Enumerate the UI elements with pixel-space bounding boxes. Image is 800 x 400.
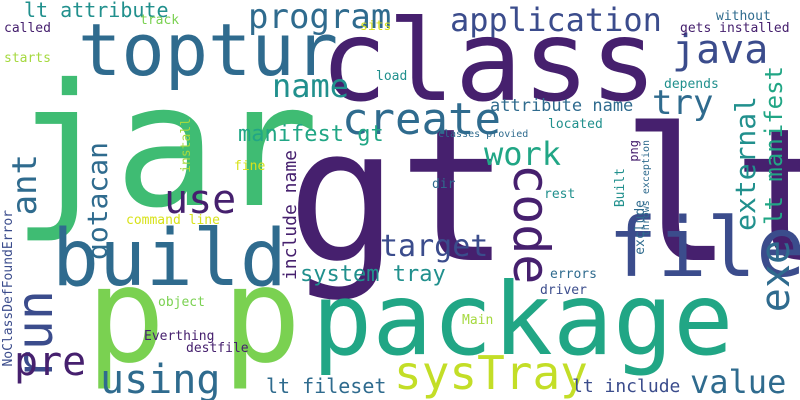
word-file: file <box>608 201 800 296</box>
word-errors: errors <box>550 267 597 282</box>
word-located: located <box>548 117 603 132</box>
word-main: Main <box>462 313 494 328</box>
word-include-name: include name <box>280 150 301 281</box>
word-value: value <box>690 363 787 400</box>
word-classes-provied: classes provied <box>438 129 529 140</box>
word-driver: driver <box>540 283 587 298</box>
word-without: without <box>716 9 771 24</box>
word-exe: exe <box>753 240 799 313</box>
word-build: build <box>52 214 287 304</box>
word-starts: starts <box>4 51 51 66</box>
word-exclude: exclude <box>633 200 648 255</box>
word-application: application <box>450 1 662 39</box>
word-manifest-gt: manifest gt <box>238 122 384 147</box>
word-lt-manifest: lt manifest <box>760 66 788 225</box>
word-p-right: p <box>222 239 302 393</box>
word-lt-attribute: lt attribute <box>24 0 169 22</box>
word-lt-fileset: lt fileset <box>266 374 387 398</box>
word-ant: ant <box>5 154 45 216</box>
word-gets-installed: gets installed <box>680 21 790 36</box>
word-try: try <box>652 83 714 123</box>
word-track: track <box>140 13 180 28</box>
word-p-left: p <box>86 239 166 393</box>
word-sits: sits <box>360 19 392 34</box>
word-called: called <box>4 21 51 36</box>
word-work: work <box>484 135 562 173</box>
word-gt-lt: gt lt <box>287 88 800 304</box>
word-built: Built <box>613 168 628 208</box>
word-rest: rest <box>544 187 576 202</box>
word-attribute-name: attribute name <box>490 96 634 116</box>
word-pre: pre <box>14 339 87 385</box>
word-fine: fine <box>234 159 266 174</box>
word-gotacan: gotacan <box>81 142 114 261</box>
word-class: class <box>320 0 658 127</box>
word-create: create <box>342 94 501 145</box>
word-java: java <box>672 27 769 73</box>
word-name: name <box>272 67 350 105</box>
word-systray: sysTray <box>394 346 588 400</box>
word-external: external <box>729 96 762 231</box>
word-code: code <box>502 164 560 285</box>
word-using: using <box>100 357 221 400</box>
word-install: install <box>179 118 194 173</box>
word-package: package <box>312 261 734 378</box>
word-command-line: command line <box>126 213 220 228</box>
word-topturn: toptur <box>78 8 339 92</box>
word-everthing: Everthing <box>144 329 215 344</box>
word-target: target <box>380 229 489 264</box>
word-object: object <box>158 295 205 310</box>
word-system-tray: system tray <box>300 262 446 287</box>
word-noclassdef: NoClassDefFoundError <box>1 210 16 367</box>
word-depends: depends <box>664 77 719 92</box>
word-png: png <box>627 140 641 162</box>
word-program: program <box>248 0 392 37</box>
word-dir: dir <box>432 177 456 192</box>
word-use: use <box>164 177 237 223</box>
word-destfile: destfile <box>186 341 249 356</box>
word-jar: jar <box>12 48 320 246</box>
word-load: load <box>376 69 408 84</box>
word-lt-include: lt include <box>572 376 681 397</box>
